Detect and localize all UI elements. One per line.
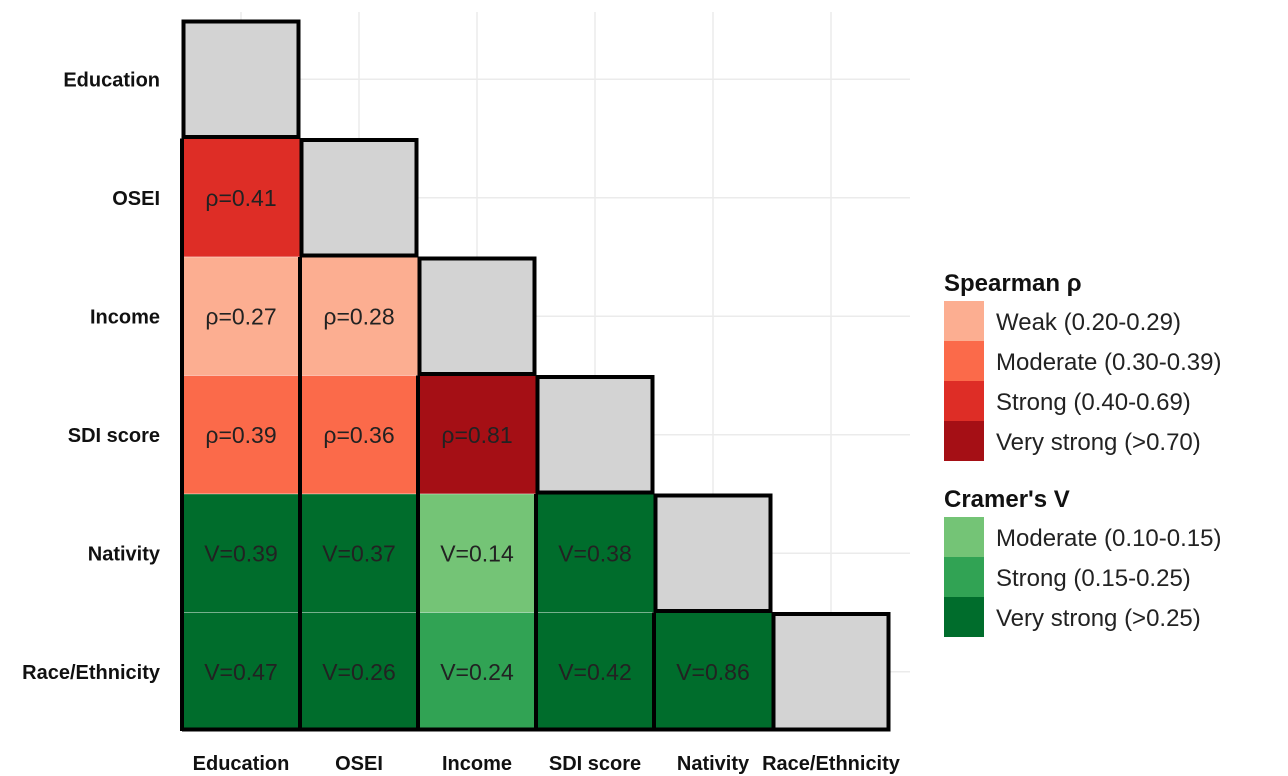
cell-label: V=0.26 bbox=[322, 659, 396, 685]
x-tick-label: Race/Ethnicity bbox=[762, 753, 901, 775]
x-tick-label: Income bbox=[442, 753, 512, 775]
legend-cramer-s-v: Cramer's V Moderate (0.10-0.15) Strong (0.… bbox=[944, 486, 1221, 637]
cell-label: ρ=0.28 bbox=[323, 303, 394, 329]
diagonal-cell-income bbox=[417, 256, 537, 376]
cell-race-ethnicity-sdi-score bbox=[535, 612, 655, 732]
x-axis: Education OSEI Income SDI score Nativity Race… bbox=[193, 753, 901, 775]
legend-spearman: Spearman ρ Weak (0.20-0.29) Moderate (0.30… bbox=[944, 270, 1221, 461]
y-tick-label: Income bbox=[90, 306, 160, 328]
legend-title: Cramer's V bbox=[944, 486, 1070, 513]
diagonal-cell-race-ethnicity bbox=[771, 612, 891, 732]
cell-labels: ρ=0.41 ρ=0.27 ρ=0.28 ρ=0.39 ρ=0.36 ρ=0.81 V=0.… bbox=[204, 185, 750, 685]
y-tick-label: Education bbox=[63, 69, 160, 91]
cell-label: ρ=0.41 bbox=[205, 185, 276, 211]
x-tick-label: SDI score bbox=[549, 753, 641, 775]
legend-item-label: Weak (0.20-0.29) bbox=[996, 309, 1181, 336]
cell-race-ethnicity-nativity bbox=[653, 612, 773, 732]
cell-label: V=0.42 bbox=[558, 659, 632, 685]
cell-label: ρ=0.39 bbox=[205, 422, 276, 448]
diagonal-cell-education bbox=[181, 19, 301, 139]
legend-key-spearman-weak bbox=[944, 301, 984, 341]
cell-label: ρ=0.27 bbox=[205, 303, 276, 329]
legend-key-cramer-moderate bbox=[944, 517, 984, 557]
legend-item-label: Moderate (0.30-0.39) bbox=[996, 349, 1221, 376]
y-axis: Education OSEI Income SDI score Nativity Race… bbox=[22, 69, 161, 684]
cell-nativity-income bbox=[417, 493, 537, 613]
cell-race-ethnicity-education bbox=[181, 612, 301, 732]
diagonal-cell-nativity bbox=[653, 493, 773, 613]
legend-title: Spearman ρ bbox=[944, 270, 1082, 297]
cell-osei-education bbox=[181, 138, 301, 258]
y-tick-label: Nativity bbox=[88, 543, 161, 565]
y-tick-label: SDI score bbox=[68, 425, 160, 447]
cell-label: V=0.39 bbox=[204, 540, 278, 566]
cell-label: ρ=0.81 bbox=[441, 422, 512, 448]
legend-item-label: Very strong (>0.25) bbox=[996, 605, 1201, 632]
y-tick-label: Race/Ethnicity bbox=[22, 662, 161, 684]
legend-key-cramer-very-strong bbox=[944, 597, 984, 637]
legend-item-label: Strong (0.15-0.25) bbox=[996, 565, 1191, 592]
legend-item-label: Moderate (0.10-0.15) bbox=[996, 525, 1221, 552]
cell-income-education bbox=[181, 256, 301, 376]
cell-label: V=0.14 bbox=[440, 540, 514, 566]
legend: Spearman ρ Weak (0.20-0.29) Moderate (0.30… bbox=[944, 270, 1221, 637]
legend-key-spearman-very-strong bbox=[944, 421, 984, 461]
cell-label: V=0.38 bbox=[558, 540, 632, 566]
x-tick-label: OSEI bbox=[335, 753, 383, 775]
cell-nativity-sdi-score bbox=[535, 493, 655, 613]
legend-item-label: Very strong (>0.70) bbox=[996, 429, 1201, 456]
diagonal-cell-osei bbox=[299, 138, 419, 258]
legend-key-cramer-strong bbox=[944, 557, 984, 597]
cell-sdi-score-osei bbox=[299, 375, 419, 495]
x-tick-label: Nativity bbox=[677, 753, 750, 775]
cell-sdi-score-education bbox=[181, 375, 301, 495]
cell-nativity-education bbox=[181, 493, 301, 613]
cell-label: V=0.24 bbox=[440, 659, 514, 685]
cell-label: V=0.37 bbox=[322, 540, 396, 566]
x-tick-label: Education bbox=[193, 753, 290, 775]
cell-label: V=0.47 bbox=[204, 659, 278, 685]
legend-item-label: Strong (0.40-0.69) bbox=[996, 389, 1191, 416]
y-tick-label: OSEI bbox=[112, 188, 160, 210]
heatmap-cells bbox=[181, 138, 773, 732]
diagonal-cell-sdi-score bbox=[535, 375, 655, 495]
cell-label: V=0.86 bbox=[676, 659, 750, 685]
legend-key-spearman-moderate bbox=[944, 341, 984, 381]
diagonal-borders bbox=[180, 19, 891, 732]
cell-label: ρ=0.36 bbox=[323, 422, 394, 448]
cell-race-ethnicity-osei bbox=[299, 612, 419, 732]
cell-nativity-osei bbox=[299, 493, 419, 613]
legend-key-spearman-strong bbox=[944, 381, 984, 421]
